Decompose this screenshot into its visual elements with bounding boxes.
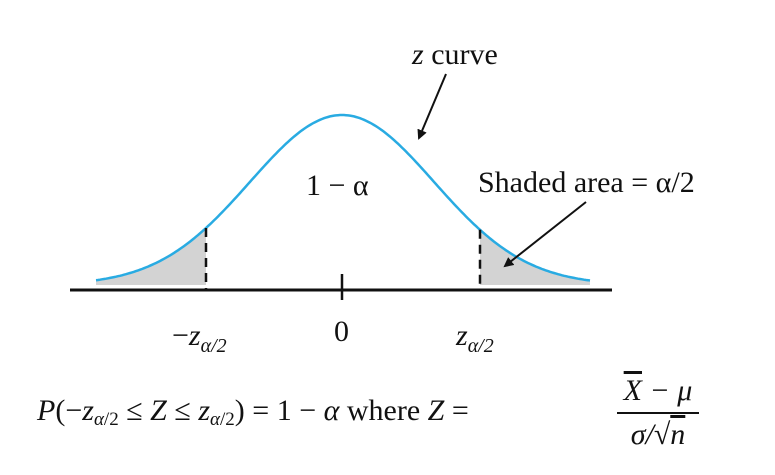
probability-formula: P(−zα/2 ≤ Z ≤ zα/2) = 1 − α where Z = X … <box>37 372 737 462</box>
right-tail-shaded-area <box>480 229 590 285</box>
curve-label-z: z <box>411 38 424 71</box>
center-tick-label: 0 <box>334 315 349 348</box>
tail-label-arrow <box>503 201 587 268</box>
fraction-numerator: X − μ <box>623 374 693 407</box>
left-tail-shaded-area <box>96 228 206 285</box>
center-area-label: 1 − α <box>306 169 369 202</box>
curve-label-arrow <box>417 73 447 140</box>
shaded-area-label: Shaded area = α/2 <box>478 166 695 199</box>
right-critical-value-label: zα/2 <box>455 319 494 357</box>
curve-label-word: curve <box>424 38 498 71</box>
left-critical-value-label: −zα/2 <box>172 319 227 357</box>
standardization-fraction: X − μ σ/√n <box>613 372 703 454</box>
z-curve <box>95 113 591 282</box>
fraction-denominator: σ/√n <box>630 418 686 451</box>
curve-label: z curve <box>411 38 498 71</box>
formula-left-side: P(−zα/2 ≤ Z ≤ zα/2) = 1 − α where Z = <box>37 394 469 430</box>
fraction-bar <box>617 412 699 414</box>
